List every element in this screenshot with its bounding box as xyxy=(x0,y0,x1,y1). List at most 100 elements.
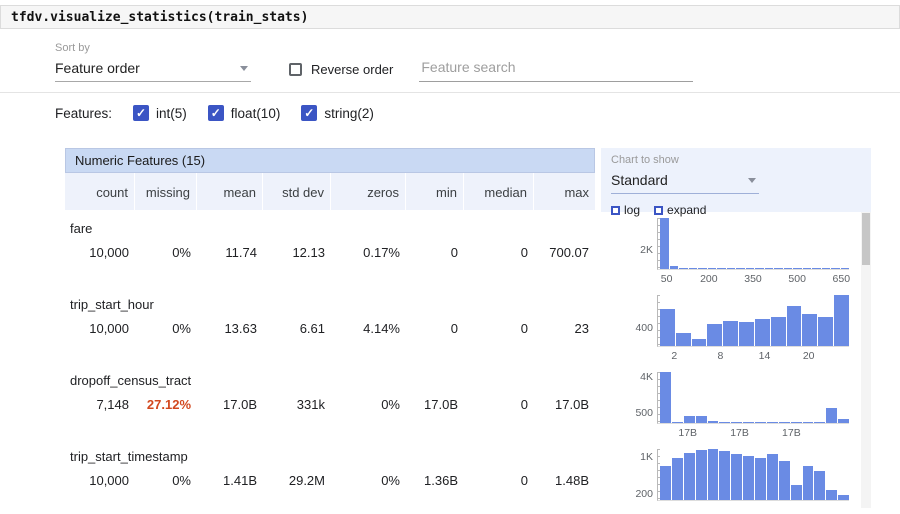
plot-area: 1K 200 xyxy=(635,449,849,501)
stat-value: 7,148 xyxy=(96,397,129,412)
chart-panel: Chart to show Standard log expand xyxy=(601,148,871,508)
sort-by-select[interactable]: Feature order xyxy=(55,60,251,82)
histogram-trip-start-timestamp[interactable]: 1K 200 xyxy=(601,443,857,508)
bars xyxy=(660,449,849,500)
table-row: fare 10,000 0% 11.74 12.13 0.17% 0 0 700… xyxy=(65,210,595,286)
stat-value: 17.0B xyxy=(555,397,589,412)
stat-value: 1.48B xyxy=(555,473,589,488)
feature-type-int[interactable]: int(5) xyxy=(133,105,187,121)
plot-area: 2K xyxy=(640,218,849,270)
col-mean: mean xyxy=(197,173,263,210)
stat-value: 0% xyxy=(172,245,191,260)
stat-value: 0 xyxy=(520,321,528,336)
checkbox-unchecked-icon xyxy=(289,63,302,76)
log-checkbox[interactable]: log xyxy=(611,203,640,217)
col-stddev: std dev xyxy=(263,173,331,210)
histogram-fare[interactable]: 2K 50 200 350 500 650 xyxy=(601,212,857,289)
stat-value: 17.0B xyxy=(424,397,458,412)
log-label: log xyxy=(624,203,641,217)
stat-value: 0% xyxy=(381,397,400,412)
histogram-trip-start-hour[interactable]: 400 2 8 14 20 xyxy=(601,289,857,366)
reverse-order-label: Reverse order xyxy=(311,62,394,77)
features-label: Features: xyxy=(55,105,113,121)
y-axis-ticks: 1K 200 xyxy=(635,450,653,500)
chart-panel-header: Chart to show Standard log expand xyxy=(601,148,871,217)
checkbox-checked-icon xyxy=(133,105,150,121)
stat-value: 0.17% xyxy=(363,245,400,260)
bars xyxy=(660,218,849,269)
y-axis-ticks: 2K xyxy=(640,243,653,256)
stat-value: 10,000 xyxy=(89,245,129,260)
stat-value: 13.63 xyxy=(224,321,257,336)
x-axis-ticks: 17B 17B 17B xyxy=(678,427,801,439)
expand-checkbox[interactable]: expand xyxy=(654,203,706,217)
stat-value: 29.2M xyxy=(288,473,325,488)
stat-value: 23 xyxy=(574,321,589,336)
y-axis-ticks: 400 xyxy=(635,321,653,334)
stat-value: 0% xyxy=(381,473,400,488)
col-count: count xyxy=(65,173,135,210)
stat-value: 10,000 xyxy=(89,473,129,488)
stat-value-missing-alert: 27.12% xyxy=(146,397,191,412)
plot-area: 400 xyxy=(635,295,849,347)
code-cell[interactable]: tfdv.visualize_statistics(train_stats) xyxy=(0,5,900,29)
numeric-features-table: Numeric Features (15) count missing mean… xyxy=(65,148,595,508)
stat-value: 0 xyxy=(450,245,458,260)
controls-bar: Sort by Feature order Reverse order xyxy=(0,29,900,93)
feature-type-filters: Features: int(5) float(10) string(2) xyxy=(0,93,900,135)
scrollbar-thumb[interactable] xyxy=(862,213,870,265)
y-axis-ticks: 4K 500 xyxy=(635,371,653,419)
scrollbar[interactable] xyxy=(861,212,871,508)
sort-by-value: Feature order xyxy=(55,60,140,76)
feature-type-float-label: float(10) xyxy=(230,105,281,121)
col-median: median xyxy=(464,173,534,210)
col-zeros: zeros xyxy=(331,173,406,210)
stat-value: 700.07 xyxy=(549,245,589,260)
x-axis-ticks: 50 200 350 500 650 xyxy=(660,273,851,285)
plot-area: 4K 500 xyxy=(635,371,849,424)
chevron-down-icon xyxy=(748,177,756,183)
stat-value: 17.0B xyxy=(223,397,257,412)
feature-search-input[interactable] xyxy=(419,59,694,82)
bars xyxy=(660,295,849,346)
table-header: count missing mean std dev zeros min med… xyxy=(65,173,595,210)
chart-to-show-label: Chart to show xyxy=(611,154,679,166)
chart-type-value: Standard xyxy=(611,172,668,188)
feature-type-float[interactable]: float(10) xyxy=(207,105,281,121)
checkbox-unchecked-icon xyxy=(611,205,620,215)
col-max: max xyxy=(534,173,595,210)
stat-value: 12.13 xyxy=(292,245,325,260)
sort-by-label: Sort by xyxy=(55,42,90,54)
checkbox-checked-icon xyxy=(301,105,318,121)
chart-options: log expand xyxy=(611,203,861,217)
feature-type-int-label: int(5) xyxy=(156,105,187,121)
table-row: trip_start_timestamp 10,000 0% 1.41B 29.… xyxy=(65,438,595,514)
chart-type-select[interactable]: Standard xyxy=(611,172,759,194)
stat-value: 0% xyxy=(172,321,191,336)
reverse-order-checkbox[interactable]: Reverse order xyxy=(289,62,393,82)
code-text: tfdv.visualize_statistics(train_stats) xyxy=(11,9,309,25)
bars xyxy=(660,372,849,423)
feature-name: fare xyxy=(70,221,93,236)
x-axis-ticks: 2 8 14 20 xyxy=(671,350,815,362)
feature-name: trip_start_timestamp xyxy=(70,449,188,464)
checkbox-unchecked-icon xyxy=(654,205,664,215)
col-missing: missing xyxy=(135,173,197,210)
stat-value: 331k xyxy=(296,397,325,412)
table-row: trip_start_hour 10,000 0% 13.63 6.61 4.1… xyxy=(65,286,595,362)
stat-value: 1.41B xyxy=(223,473,257,488)
feature-name: trip_start_hour xyxy=(70,297,154,312)
checkbox-checked-icon xyxy=(207,105,224,121)
histogram-dropoff-census-tract[interactable]: 4K 500 17B 17B 17B xyxy=(601,366,857,443)
stat-value: 10,000 xyxy=(89,321,129,336)
x-axis-ticks xyxy=(657,504,849,508)
table-title: Numeric Features (15) xyxy=(65,148,595,173)
histogram-list: 2K 50 200 350 500 650 400 2 8 14 20 4K 500 17B 17… xyxy=(601,212,857,508)
stat-value: 4.14% xyxy=(363,321,400,336)
stat-value: 0 xyxy=(450,321,458,336)
stat-value: 0% xyxy=(172,473,191,488)
feature-type-string[interactable]: string(2) xyxy=(301,105,374,121)
stat-value: 0 xyxy=(520,245,528,260)
stat-value: 11.74 xyxy=(225,245,257,260)
feature-name: dropoff_census_tract xyxy=(70,373,192,388)
